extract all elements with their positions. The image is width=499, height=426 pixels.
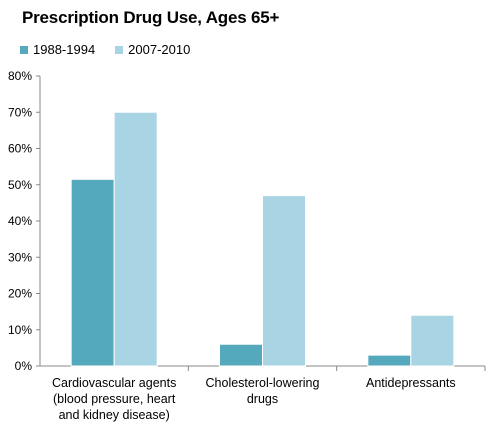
bar-series-1-category-2 bbox=[219, 343, 263, 367]
y-tick-label: 30% bbox=[8, 250, 32, 264]
bar-series-2-category-1 bbox=[113, 111, 158, 367]
x-tick-label: Cardiovascular agents bbox=[52, 376, 176, 390]
legend-label-series-1: 1988-1994 bbox=[33, 42, 96, 57]
y-tick-label: 50% bbox=[8, 178, 32, 192]
bar-series-2-category-2 bbox=[262, 195, 306, 367]
bar-series-1-category-1 bbox=[70, 178, 115, 367]
chart-title: Prescription Drug Use, Ages 65+ bbox=[22, 8, 280, 27]
y-tick-label: 10% bbox=[8, 323, 32, 337]
bar-series-2-category-3 bbox=[410, 314, 455, 367]
y-tick-label: 60% bbox=[8, 142, 32, 156]
legend-item-series-1: 1988-1994 bbox=[20, 42, 95, 57]
y-tick-label: 80% bbox=[8, 69, 32, 83]
x-tick-label: Antidepressants bbox=[366, 376, 456, 390]
legend-swatch-series-1 bbox=[20, 45, 28, 54]
legend-swatch-series-2 bbox=[115, 45, 124, 54]
y-tick-label: 70% bbox=[8, 105, 32, 119]
x-tick-label: (blood pressure, heart bbox=[53, 392, 176, 406]
x-tick-label: Cholesterol-lowering bbox=[206, 376, 320, 390]
x-tick-label: and kidney disease) bbox=[59, 408, 170, 422]
y-tick-label: 40% bbox=[8, 214, 32, 228]
bar-series-1-category-3 bbox=[367, 354, 412, 367]
y-tick-label: 0% bbox=[15, 359, 33, 373]
legend: 1988-1994 2007-2010 bbox=[20, 42, 190, 57]
y-tick-label: 20% bbox=[8, 287, 32, 301]
legend-item-series-2: 2007-2010 bbox=[115, 42, 190, 57]
x-tick-label: drugs bbox=[247, 392, 278, 406]
legend-label-series-2: 2007-2010 bbox=[128, 42, 191, 57]
